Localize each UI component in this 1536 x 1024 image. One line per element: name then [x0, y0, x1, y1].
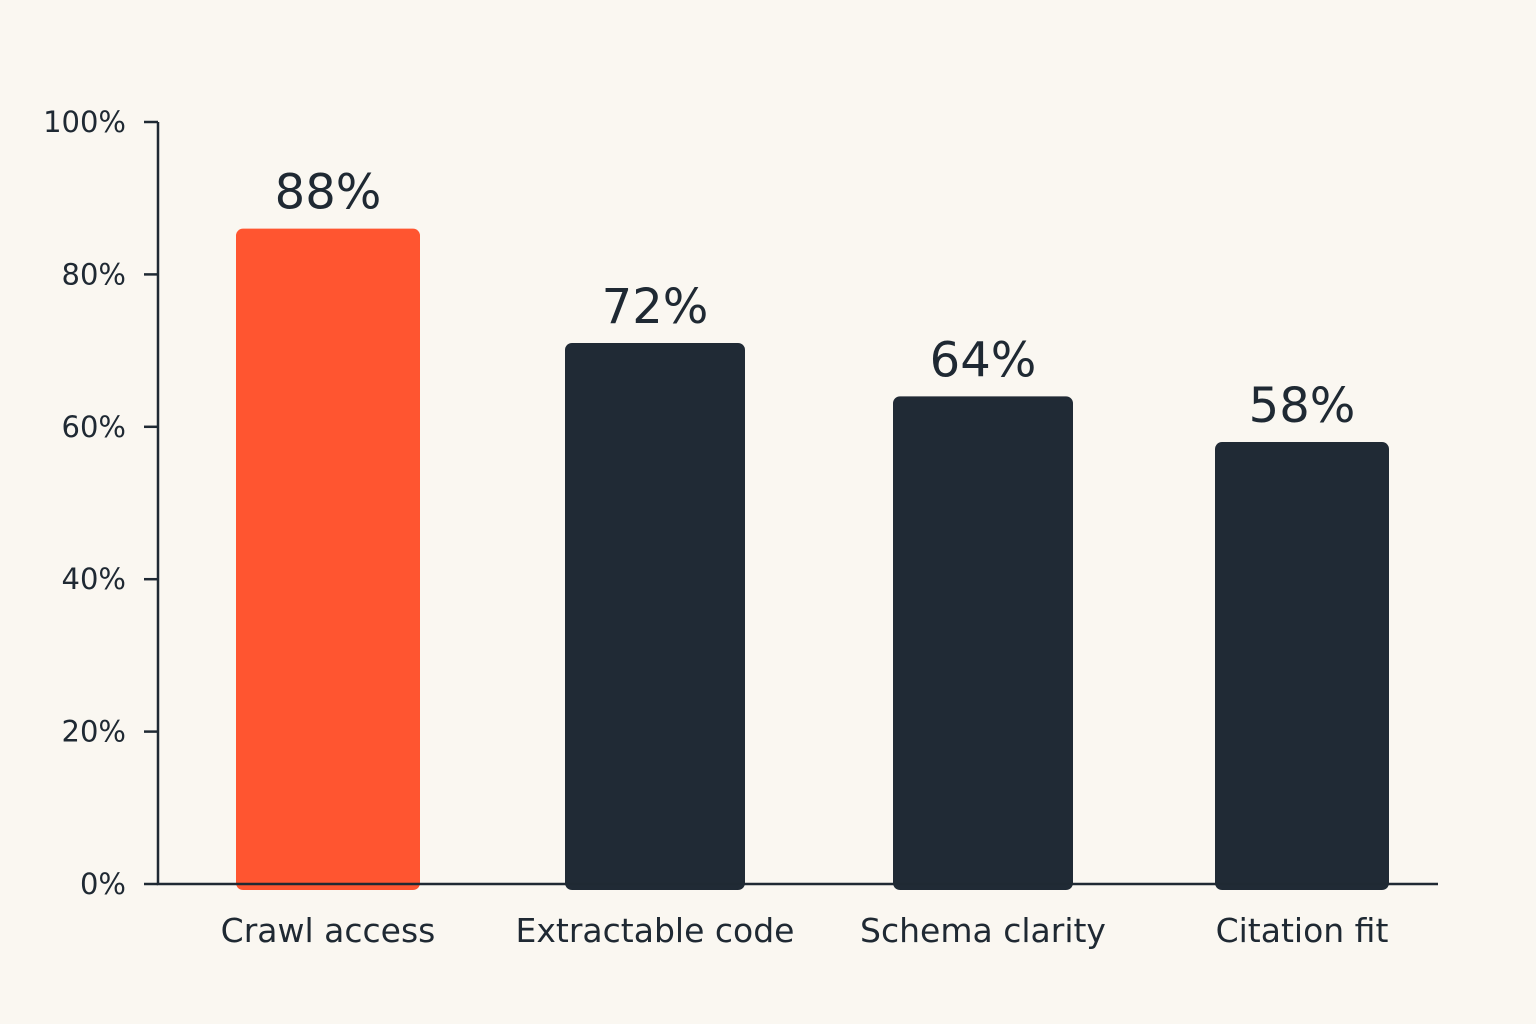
x-category-label: Citation fit: [1216, 911, 1389, 950]
bars: [236, 228, 1389, 891]
x-category-label: Crawl access: [221, 911, 436, 950]
y-tick-label: 80%: [62, 257, 126, 291]
y-axis-ticks: 0% 20% 40% 60% 80% 100%: [43, 105, 158, 901]
y-tick-label: 20%: [62, 715, 126, 749]
y-tick-label: 0%: [80, 867, 126, 901]
bar-value-label: 72%: [602, 279, 709, 335]
x-category-label: Schema clarity: [860, 911, 1106, 950]
x-category-label: Extractable code: [516, 911, 795, 950]
chart-axes: [156, 122, 1438, 886]
bar: [1215, 442, 1389, 890]
category-labels: Crawl access Extractable code Schema clari…: [221, 911, 1389, 950]
value-labels: 88% 72% 64% 58%: [275, 165, 1356, 434]
bar: [565, 342, 745, 891]
bar-value-label: 88%: [275, 165, 382, 221]
bar: [236, 228, 420, 890]
y-tick-label: 40%: [62, 562, 126, 596]
y-tick-label: 60%: [62, 410, 126, 444]
bar-value-label: 64%: [930, 332, 1037, 388]
y-tick-label: 100%: [43, 105, 126, 139]
bar-value-label: 58%: [1249, 378, 1356, 434]
bar: [893, 396, 1073, 890]
